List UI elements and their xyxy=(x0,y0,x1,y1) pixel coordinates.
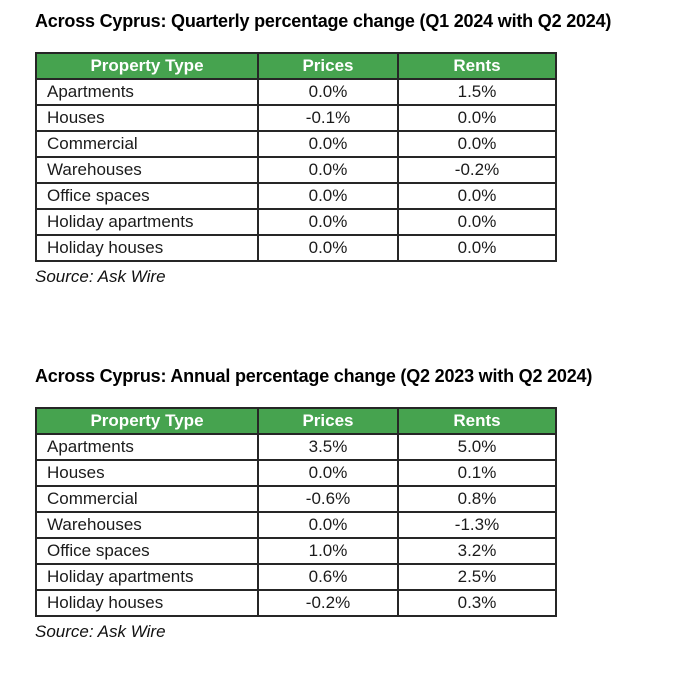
column-header-prices: Prices xyxy=(257,407,399,435)
rents-cell: 0.1% xyxy=(397,459,557,487)
table-row: Commercial 0.0% 0.0% xyxy=(35,130,557,158)
prices-cell: 1.0% xyxy=(257,537,399,565)
property-type-cell: Apartments xyxy=(35,433,259,461)
property-type-cell: Holiday houses xyxy=(35,234,259,262)
quarterly-table-title: Across Cyprus: Quarterly percentage chan… xyxy=(35,11,612,31)
source-note: Source: Ask Wire xyxy=(35,267,166,286)
property-type-cell: Apartments xyxy=(35,78,259,106)
prices-cell: 0.0% xyxy=(257,234,399,262)
table-row: Holiday houses 0.0% 0.0% xyxy=(35,234,557,262)
table-row: Apartments 3.5% 5.0% xyxy=(35,433,557,461)
prices-cell: 0.0% xyxy=(257,182,399,210)
prices-cell: 3.5% xyxy=(257,433,399,461)
quarterly-table-body: Apartments 0.0% 1.5% Houses -0.1% 0.0% Commerc… xyxy=(35,78,557,262)
column-header-property-type: Property Type xyxy=(35,407,259,435)
table-row: Warehouses 0.0% -1.3% xyxy=(35,511,557,539)
quarterly-change-section: Across Cyprus: Quarterly percentage chan… xyxy=(35,10,700,287)
table-row: Office spaces 1.0% 3.2% xyxy=(35,537,557,565)
rents-cell: -0.2% xyxy=(397,156,557,184)
property-type-cell: Warehouses xyxy=(35,156,259,184)
annual-change-table: Property Type Prices Rents Apartments 3.5… xyxy=(35,407,557,617)
property-type-cell: Holiday apartments xyxy=(35,563,259,591)
rents-cell: 0.3% xyxy=(397,589,557,617)
property-type-cell: Houses xyxy=(35,104,259,132)
source-note: Source: Ask Wire xyxy=(35,622,166,641)
table-row: Commercial -0.6% 0.8% xyxy=(35,485,557,513)
rents-cell: 0.8% xyxy=(397,485,557,513)
column-header-prices: Prices xyxy=(257,52,399,80)
prices-cell: 0.6% xyxy=(257,563,399,591)
prices-cell: 0.0% xyxy=(257,78,399,106)
column-header-property-type: Property Type xyxy=(35,52,259,80)
prices-cell: -0.1% xyxy=(257,104,399,132)
prices-cell: 0.0% xyxy=(257,130,399,158)
rents-cell: -1.3% xyxy=(397,511,557,539)
quarterly-table-header: Property Type Prices Rents xyxy=(35,52,557,80)
prices-cell: -0.2% xyxy=(257,589,399,617)
rents-cell: 5.0% xyxy=(397,433,557,461)
table-row: Office spaces 0.0% 0.0% xyxy=(35,182,557,210)
rents-cell: 0.0% xyxy=(397,208,557,236)
property-type-cell: Office spaces xyxy=(35,182,259,210)
quarterly-change-table: Property Type Prices Rents Apartments 0.0… xyxy=(35,52,557,262)
prices-cell: -0.6% xyxy=(257,485,399,513)
table-row: Houses -0.1% 0.0% xyxy=(35,104,557,132)
table-row: Holiday apartments 0.6% 2.5% xyxy=(35,563,557,591)
property-type-cell: Commercial xyxy=(35,130,259,158)
annual-table-body: Apartments 3.5% 5.0% Houses 0.0% 0.1% Commerci… xyxy=(35,433,557,617)
prices-cell: 0.0% xyxy=(257,511,399,539)
property-type-cell: Commercial xyxy=(35,485,259,513)
prices-cell: 0.0% xyxy=(257,208,399,236)
table-row: Houses 0.0% 0.1% xyxy=(35,459,557,487)
header-row: Property Type Prices Rents xyxy=(35,52,557,80)
rents-cell: 0.0% xyxy=(397,130,557,158)
table-row: Holiday apartments 0.0% 0.0% xyxy=(35,208,557,236)
column-header-rents: Rents xyxy=(397,52,557,80)
table-row: Warehouses 0.0% -0.2% xyxy=(35,156,557,184)
prices-cell: 0.0% xyxy=(257,156,399,184)
property-type-cell: Holiday houses xyxy=(35,589,259,617)
property-type-cell: Holiday apartments xyxy=(35,208,259,236)
rents-cell: 0.0% xyxy=(397,234,557,262)
header-row: Property Type Prices Rents xyxy=(35,407,557,435)
rents-cell: 2.5% xyxy=(397,563,557,591)
annual-table-title: Across Cyprus: Annual percentage change … xyxy=(35,366,593,386)
column-header-rents: Rents xyxy=(397,407,557,435)
table-row: Apartments 0.0% 1.5% xyxy=(35,78,557,106)
annual-change-section: Across Cyprus: Annual percentage change … xyxy=(35,365,700,642)
rents-cell: 0.0% xyxy=(397,182,557,210)
property-type-cell: Office spaces xyxy=(35,537,259,565)
table-row: Holiday houses -0.2% 0.3% xyxy=(35,589,557,617)
rents-cell: 0.0% xyxy=(397,104,557,132)
rents-cell: 3.2% xyxy=(397,537,557,565)
property-type-cell: Houses xyxy=(35,459,259,487)
prices-cell: 0.0% xyxy=(257,459,399,487)
property-type-cell: Warehouses xyxy=(35,511,259,539)
annual-table-header: Property Type Prices Rents xyxy=(35,407,557,435)
rents-cell: 1.5% xyxy=(397,78,557,106)
